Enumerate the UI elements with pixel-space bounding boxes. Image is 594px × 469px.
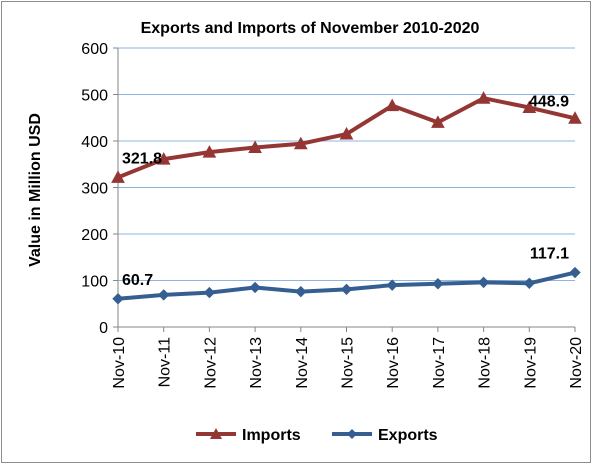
y-axis-ticks: 0 100 200 300 400 500 600 (81, 41, 108, 337)
x-tick-label: Nov-11 (157, 337, 174, 387)
y-tick-label: 500 (81, 88, 108, 105)
y-axis-label: Value in Million USD (27, 113, 44, 267)
legend-marker-exports (347, 429, 357, 439)
y-tick-label: 600 (81, 41, 108, 58)
legend: Imports Exports (196, 427, 438, 444)
data-point-imports (568, 111, 582, 124)
x-tick-label: Nov-12 (202, 337, 219, 389)
chart-title: Exports and Imports of November 2010-202… (141, 20, 480, 37)
x-tick-label: Nov-20 (568, 337, 585, 389)
x-axis-ticks: Nov-10 Nov-11 Nov-12 Nov-13 Nov-14 Nov-15 Nov-… (111, 337, 585, 389)
legend-label-imports: Imports (242, 427, 301, 444)
series-lines (111, 91, 582, 305)
data-label: 60.7 (122, 272, 153, 289)
chart-frame: Exports and Imports of November 2010-202… (1, 1, 591, 463)
x-tick-label: Nov-16 (385, 337, 402, 389)
data-point-exports (112, 293, 124, 305)
data-point-exports (432, 278, 444, 290)
x-tick-label: Nov-10 (111, 337, 128, 389)
data-point-imports (202, 145, 217, 158)
data-point-exports (477, 276, 490, 289)
line-chart: Exports and Imports of November 2010-202… (27, 20, 585, 444)
data-point-imports (111, 170, 125, 183)
data-point-exports (157, 289, 170, 301)
data-point-exports (249, 281, 261, 294)
x-tick-label: Nov-13 (248, 337, 265, 389)
x-tick-label: Nov-17 (431, 337, 448, 389)
x-tick-label: Nov-15 (340, 337, 357, 389)
legend-label-exports: Exports (378, 427, 438, 444)
data-point-exports (340, 283, 353, 296)
y-tick-label: 200 (81, 227, 108, 244)
data-point-exports (569, 266, 581, 279)
data-point-imports (522, 100, 537, 114)
data-point-imports (156, 152, 171, 165)
data-point-imports (385, 98, 400, 112)
data-label: 321.8 (122, 150, 162, 167)
data-point-imports (476, 91, 491, 104)
data-point-imports (431, 115, 445, 128)
x-tick-label: Nov-19 (522, 337, 539, 389)
axes (113, 47, 576, 332)
data-point-imports (248, 140, 262, 154)
y-tick-label: 400 (81, 134, 108, 151)
data-point-exports (203, 286, 216, 299)
x-tick-label: Nov-14 (294, 337, 311, 389)
x-tick-label: Nov-18 (477, 337, 494, 389)
data-point-exports (295, 285, 307, 298)
y-tick-label: 300 (81, 181, 108, 198)
y-tick-label: 100 (81, 274, 108, 291)
data-point-imports (293, 136, 308, 150)
y-tick-label: 0 (99, 320, 108, 337)
legend-marker-imports (210, 428, 222, 439)
data-labels: 321.8 448.9 60.7 117.1 (122, 93, 569, 289)
data-label: 448.9 (529, 93, 569, 110)
data-label: 117.1 (530, 246, 569, 263)
gridlines (118, 47, 575, 281)
data-point-exports (386, 279, 398, 291)
data-point-exports (523, 277, 536, 289)
data-point-imports (339, 126, 354, 140)
